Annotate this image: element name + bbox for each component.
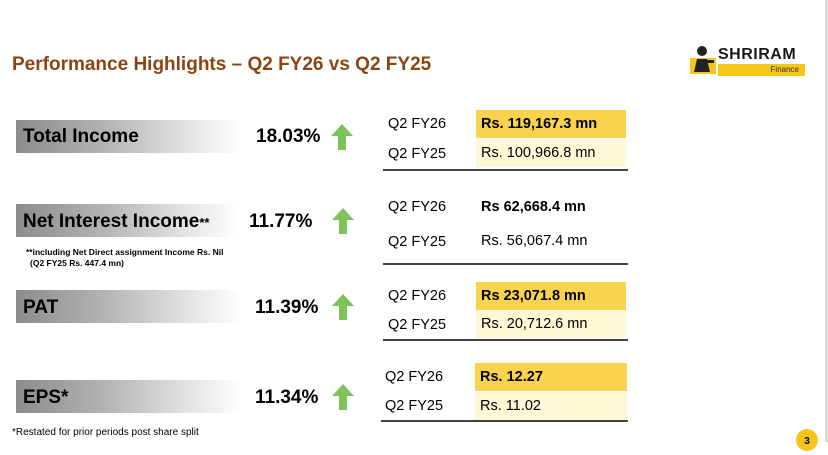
metric-label-eps: EPS* <box>23 387 69 408</box>
metric-change-eps: 11.34% <box>255 387 319 408</box>
value-cell: Rs 62,668.4 mn <box>481 199 586 215</box>
divider <box>383 339 628 341</box>
value-cell: Rs. 100,966.8 mn <box>476 139 626 167</box>
up-arrow-icon <box>331 124 353 150</box>
period-label: Q2 FY25 <box>388 234 447 250</box>
metric-band-eps <box>16 380 330 413</box>
nii-footnote-line1: **including Net Direct assignment Income… <box>26 247 224 257</box>
divider <box>383 169 628 171</box>
logo-emblem-icon <box>690 46 716 74</box>
metric-band-nii <box>16 204 326 237</box>
metric-label-pat: PAT <box>23 297 59 318</box>
divider <box>383 263 628 265</box>
value-cell: Rs. 119,167.3 mn <box>476 110 626 138</box>
metric-label-total-income: Total Income <box>23 126 139 147</box>
metric-label-nii-suffix: ** <box>199 215 210 230</box>
value-cell: Rs. 12.27 <box>475 363 627 391</box>
metric-band-pat <box>16 290 330 323</box>
up-arrow-icon <box>332 294 354 320</box>
period-label: Q2 FY25 <box>388 317 447 333</box>
period-label: Q2 FY25 <box>388 146 447 162</box>
value-cell: Rs. 11.02 <box>475 392 627 420</box>
metric-change-total-income: 18.03% <box>256 126 321 147</box>
up-arrow-icon <box>332 384 354 410</box>
period-label: Q2 FY26 <box>388 199 447 215</box>
metric-label-nii: Net Interest Income** <box>23 211 209 233</box>
period-label: Q2 FY26 <box>388 288 447 304</box>
period-label: Q2 FY25 <box>385 398 444 414</box>
metric-label-nii-text: Net Interest Income <box>23 211 200 232</box>
period-label: Q2 FY26 <box>388 116 447 132</box>
value-cell: Rs 23,071.8 mn <box>476 282 626 310</box>
company-logo: SHRIRAM Finance <box>690 42 806 84</box>
metric-change-nii: 11.77% <box>249 211 313 232</box>
metric-band-total-income <box>16 120 330 153</box>
period-label: Q2 FY26 <box>385 369 444 385</box>
logo-subtitle: Finance <box>770 65 799 74</box>
footnote: *Restated for prior periods post share s… <box>12 427 199 438</box>
logo-wordmark: SHRIRAM <box>718 46 797 63</box>
value-cell: Rs. 56,067.4 mn <box>481 233 588 249</box>
page-number: 3 <box>796 429 818 451</box>
up-arrow-icon <box>332 208 354 234</box>
divider <box>381 420 628 422</box>
slide-title: Performance Highlights – Q2 FY26 vs Q2 F… <box>12 54 432 75</box>
nii-footnote-line2: (Q2 FY25 Rs. 447.4 mn) <box>30 258 125 268</box>
metric-change-pat: 11.39% <box>255 297 319 318</box>
logo-strip: Finance <box>718 64 805 76</box>
value-cell: Rs. 20,712.6 mn <box>476 310 626 338</box>
slide-right-edge <box>825 0 828 442</box>
